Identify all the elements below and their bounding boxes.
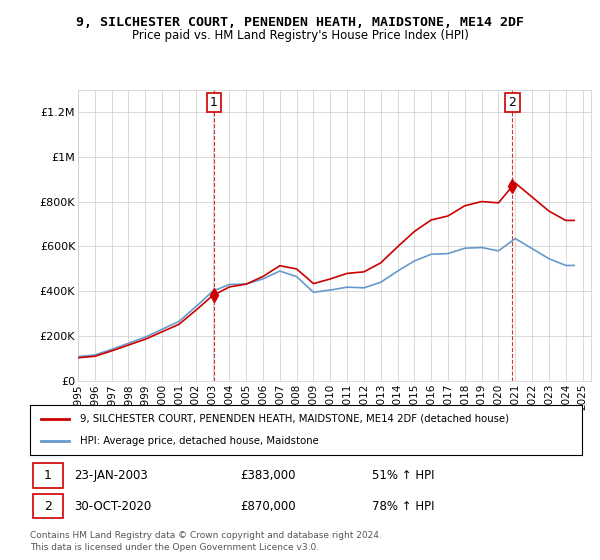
Text: 1: 1 — [44, 469, 52, 482]
Text: HPI: Average price, detached house, Maidstone: HPI: Average price, detached house, Maid… — [80, 436, 319, 446]
Text: 9, SILCHESTER COURT, PENENDEN HEATH, MAIDSTONE, ME14 2DF: 9, SILCHESTER COURT, PENENDEN HEATH, MAI… — [76, 16, 524, 29]
Text: Price paid vs. HM Land Registry's House Price Index (HPI): Price paid vs. HM Land Registry's House … — [131, 29, 469, 42]
Text: 78% ↑ HPI: 78% ↑ HPI — [372, 500, 435, 513]
Text: 2: 2 — [44, 500, 52, 513]
Text: £383,000: £383,000 — [240, 469, 295, 482]
Text: 30-OCT-2020: 30-OCT-2020 — [74, 500, 151, 513]
Text: This data is licensed under the Open Government Licence v3.0.: This data is licensed under the Open Gov… — [30, 543, 319, 552]
Text: Contains HM Land Registry data © Crown copyright and database right 2024.: Contains HM Land Registry data © Crown c… — [30, 531, 382, 540]
Text: 23-JAN-2003: 23-JAN-2003 — [74, 469, 148, 482]
Text: 51% ↑ HPI: 51% ↑ HPI — [372, 469, 435, 482]
Text: 9, SILCHESTER COURT, PENENDEN HEATH, MAIDSTONE, ME14 2DF (detached house): 9, SILCHESTER COURT, PENENDEN HEATH, MAI… — [80, 414, 509, 424]
FancyBboxPatch shape — [33, 463, 63, 488]
Text: 2: 2 — [509, 96, 517, 109]
Text: £870,000: £870,000 — [240, 500, 295, 513]
Text: 1: 1 — [210, 96, 218, 109]
FancyBboxPatch shape — [33, 494, 63, 519]
